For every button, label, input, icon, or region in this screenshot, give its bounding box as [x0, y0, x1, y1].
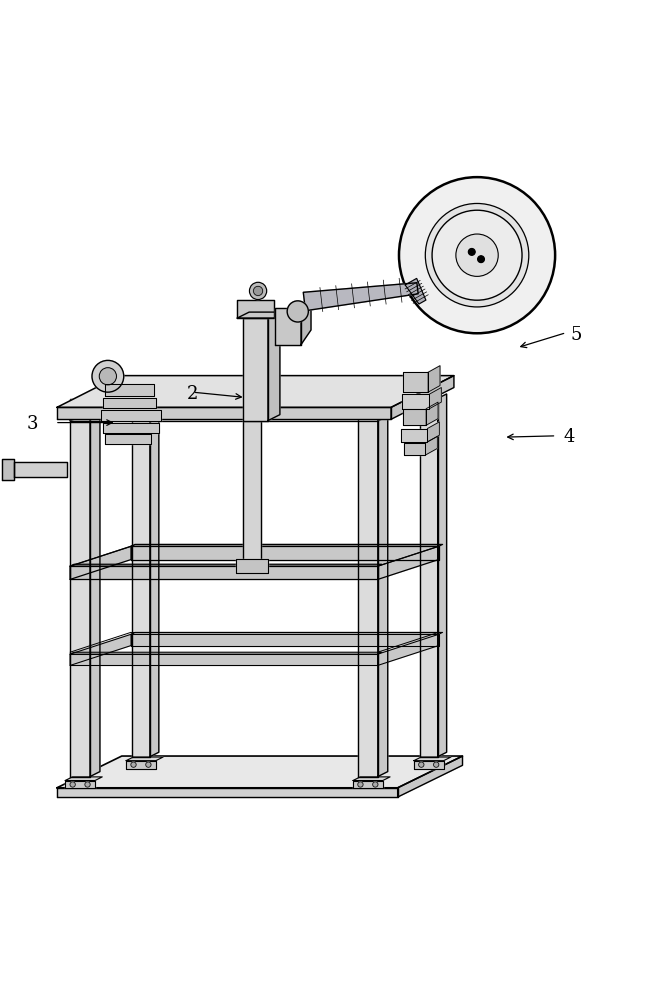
Polygon shape	[237, 300, 274, 318]
Polygon shape	[237, 312, 286, 318]
Polygon shape	[2, 459, 14, 480]
Polygon shape	[430, 388, 442, 409]
Polygon shape	[404, 443, 426, 455]
Polygon shape	[402, 394, 430, 409]
Polygon shape	[378, 388, 439, 407]
Circle shape	[70, 782, 76, 787]
Text: 3: 3	[27, 415, 38, 433]
Polygon shape	[70, 654, 378, 665]
Polygon shape	[403, 409, 426, 425]
Polygon shape	[101, 410, 161, 421]
Circle shape	[287, 301, 308, 322]
Text: 5: 5	[571, 326, 582, 344]
Polygon shape	[426, 436, 438, 455]
Polygon shape	[428, 366, 440, 392]
Polygon shape	[70, 566, 378, 579]
Polygon shape	[57, 376, 454, 407]
Polygon shape	[301, 294, 311, 345]
Polygon shape	[378, 634, 439, 654]
Polygon shape	[126, 757, 163, 761]
Circle shape	[358, 782, 363, 787]
Polygon shape	[378, 394, 388, 777]
Polygon shape	[70, 405, 382, 407]
Polygon shape	[426, 402, 438, 425]
Polygon shape	[401, 429, 428, 442]
Text: 4: 4	[564, 428, 575, 446]
Polygon shape	[70, 652, 382, 654]
Polygon shape	[353, 781, 383, 788]
Circle shape	[85, 782, 90, 787]
Circle shape	[99, 368, 117, 385]
Polygon shape	[150, 394, 159, 757]
Polygon shape	[57, 788, 398, 797]
Polygon shape	[131, 544, 443, 546]
Circle shape	[373, 782, 378, 787]
Circle shape	[418, 762, 424, 767]
Polygon shape	[70, 388, 131, 407]
Polygon shape	[131, 386, 443, 388]
Polygon shape	[358, 399, 378, 777]
Circle shape	[432, 210, 522, 300]
Polygon shape	[378, 388, 439, 421]
Polygon shape	[414, 761, 444, 769]
Polygon shape	[14, 462, 67, 477]
Polygon shape	[90, 394, 100, 777]
Polygon shape	[65, 781, 95, 788]
Circle shape	[146, 762, 151, 767]
Polygon shape	[126, 761, 156, 769]
Circle shape	[426, 203, 529, 307]
Polygon shape	[70, 399, 90, 777]
Circle shape	[456, 234, 498, 276]
Polygon shape	[70, 634, 131, 654]
Polygon shape	[57, 756, 463, 788]
Polygon shape	[398, 756, 463, 797]
Polygon shape	[131, 634, 439, 646]
Polygon shape	[303, 283, 418, 311]
Polygon shape	[353, 777, 390, 781]
Polygon shape	[268, 312, 280, 421]
Polygon shape	[70, 546, 131, 566]
Circle shape	[434, 762, 439, 767]
Polygon shape	[103, 423, 159, 433]
Text: 2: 2	[187, 385, 198, 403]
Polygon shape	[243, 421, 261, 566]
Polygon shape	[131, 632, 443, 634]
Circle shape	[478, 256, 485, 262]
Circle shape	[253, 286, 263, 296]
Polygon shape	[131, 388, 439, 401]
Polygon shape	[70, 407, 378, 421]
Polygon shape	[378, 546, 439, 579]
Polygon shape	[105, 384, 154, 396]
Polygon shape	[70, 564, 382, 566]
Polygon shape	[378, 634, 439, 665]
Polygon shape	[105, 434, 151, 444]
Polygon shape	[70, 546, 131, 579]
Polygon shape	[428, 422, 440, 442]
Polygon shape	[414, 757, 451, 761]
Polygon shape	[438, 394, 447, 757]
Polygon shape	[403, 372, 428, 392]
Circle shape	[92, 360, 124, 392]
Polygon shape	[236, 559, 268, 573]
Polygon shape	[405, 278, 426, 304]
Polygon shape	[274, 308, 301, 345]
Polygon shape	[70, 388, 131, 421]
Polygon shape	[70, 634, 131, 665]
Circle shape	[131, 762, 136, 767]
Polygon shape	[132, 398, 150, 757]
Polygon shape	[65, 777, 102, 781]
Circle shape	[399, 177, 555, 333]
Circle shape	[249, 282, 267, 300]
Polygon shape	[57, 407, 391, 419]
Polygon shape	[131, 546, 439, 560]
Polygon shape	[243, 318, 268, 421]
Polygon shape	[378, 546, 439, 566]
Polygon shape	[420, 398, 438, 757]
Polygon shape	[391, 376, 454, 419]
Polygon shape	[103, 398, 156, 408]
Circle shape	[469, 249, 475, 255]
